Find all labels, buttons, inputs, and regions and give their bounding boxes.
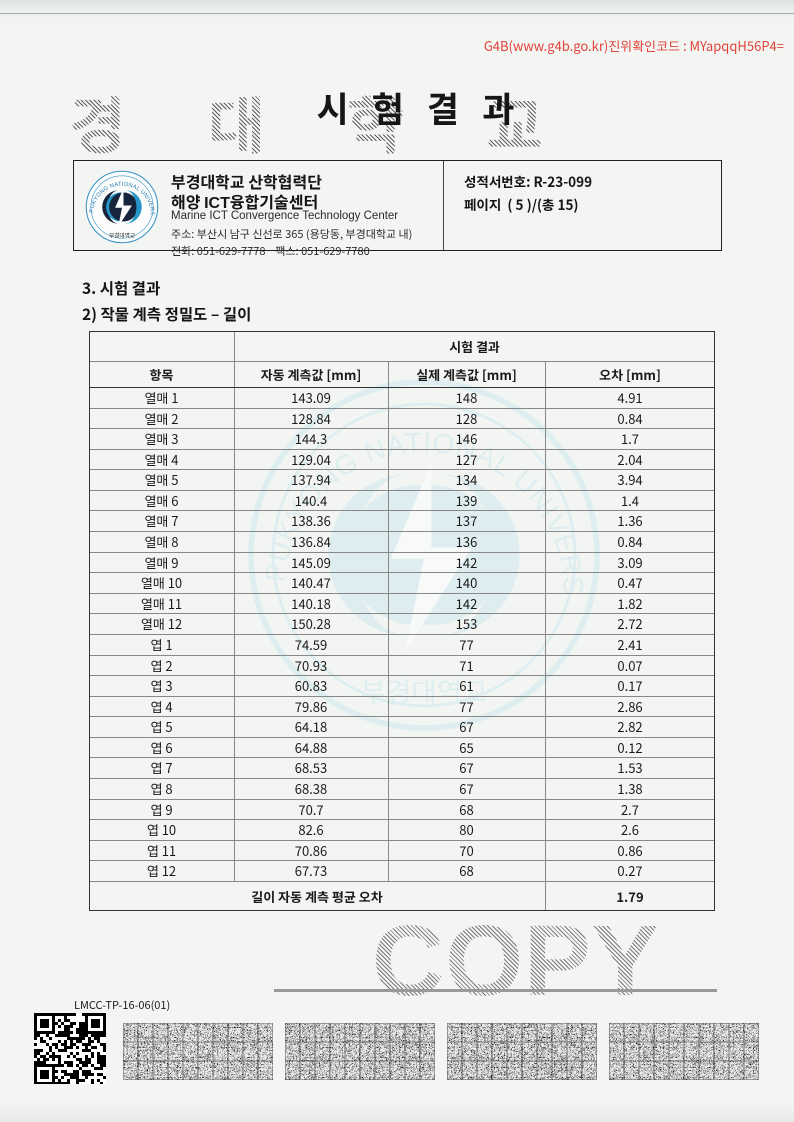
svg-text:부경대역교: 부경대역교 (109, 230, 135, 239)
